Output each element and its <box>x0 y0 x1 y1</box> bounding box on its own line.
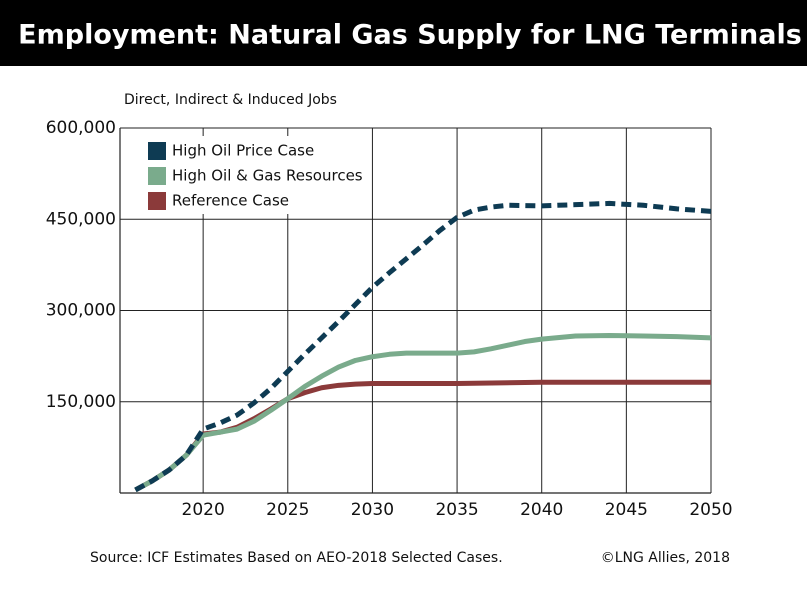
legend-swatch <box>148 192 166 210</box>
line-series <box>134 200 712 493</box>
x-tick-label: 2025 <box>266 500 309 520</box>
x-tick-label: 2050 <box>689 500 732 520</box>
y-axis-label: Direct, Indirect & Induced Jobs <box>124 92 337 108</box>
credit-note: ©LNG Allies, 2018 <box>601 550 730 566</box>
x-tick-label: 2045 <box>605 500 648 520</box>
x-tick-label: 2030 <box>351 500 394 520</box>
y-tick-label: 450,000 <box>46 209 116 229</box>
y-tick-label: 600,000 <box>46 118 116 138</box>
legend-bg <box>140 136 365 214</box>
legend-label: High Oil & Gas Resources <box>172 167 363 185</box>
line-series <box>134 332 712 493</box>
x-tick-label: 2020 <box>182 500 225 520</box>
chart-title: Employment: Natural Gas Supply for LNG T… <box>18 20 802 51</box>
source-note: Source: ICF Estimates Based on AEO-2018 … <box>90 550 503 566</box>
title-bar <box>0 0 807 66</box>
y-tick-label: 300,000 <box>46 301 116 321</box>
legend-label: High Oil Price Case <box>172 142 314 160</box>
legend-label: Reference Case <box>172 192 289 210</box>
legend-swatch <box>148 167 166 185</box>
line-series <box>134 379 711 493</box>
x-tick-label: 2035 <box>435 500 478 520</box>
x-tick-label: 2040 <box>520 500 563 520</box>
legend-swatch <box>148 142 166 160</box>
y-tick-label: 150,000 <box>46 392 116 412</box>
